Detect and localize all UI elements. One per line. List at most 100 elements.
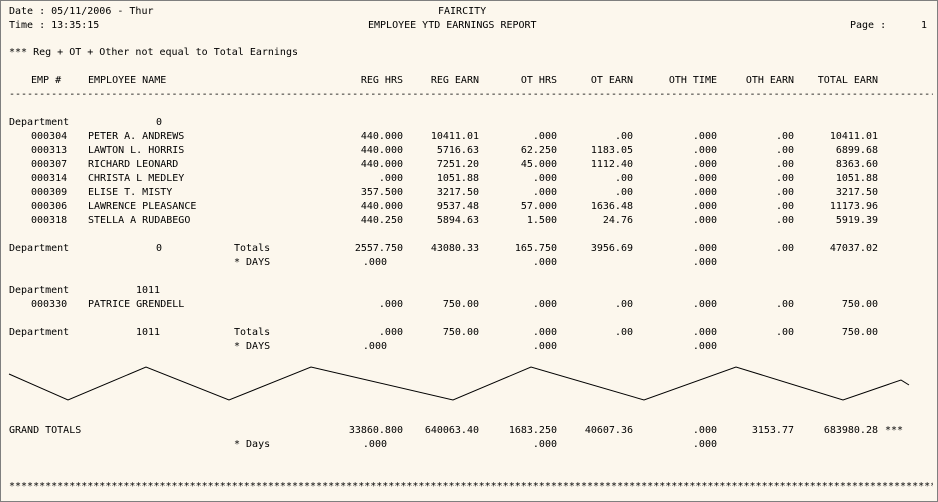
ot-hrs-cell: .000 [532,173,557,184]
employee-number: 000313 [31,145,68,156]
reg-earn-cell: 750.00 [442,299,479,310]
total-reg-hrs: .000 [378,327,403,338]
days-label: * Days [234,439,271,450]
ot-hrs-cell: .000 [532,299,557,310]
col-ot-earn: OT EARN [590,75,633,86]
oth-time-cell: .000 [692,299,717,310]
ot-hrs-cell: 45.000 [520,159,557,170]
col-name: EMPLOYEE NAME [88,75,167,86]
total-earn: 750.00 [841,327,878,338]
oth-earn-cell: .00 [775,173,794,184]
grand-totals-label: GRAND TOTALS [9,425,82,436]
reg-hrs-cell: 357.500 [360,187,403,198]
days-oth-time: .000 [692,341,717,352]
total-earn-cell: 8363.60 [835,159,878,170]
employee-name: ELISE T. MISTY [88,187,173,198]
department-number: 0 [156,117,163,128]
total-ot-hrs: 165.750 [514,243,557,254]
ot-hrs-cell: .000 [532,131,557,142]
oth-time-cell: .000 [692,187,717,198]
col-reg-earn: REG EARN [430,75,479,86]
employee-number: 000306 [31,201,68,212]
total-ot-earn: .00 [614,327,633,338]
oth-earn-cell: .00 [775,131,794,142]
report-title: EMPLOYEE YTD EARNINGS REPORT [368,20,537,31]
total-oth-earn: .00 [775,243,794,254]
grand-reg-earn: 640063.40 [424,425,479,436]
total-earn-cell: 10411.01 [829,131,878,142]
days-oth-time: .000 [692,257,717,268]
days-reg-hrs: .000 [362,257,387,268]
ot-hrs-cell: 1.500 [526,215,557,226]
reg-hrs-cell: 440.000 [360,159,403,170]
reg-hrs-cell: .000 [378,299,403,310]
company-name: FAIRCITY [438,6,487,17]
reg-hrs-cell: 440.000 [360,145,403,156]
days-label: * DAYS [234,257,271,268]
ot-hrs-cell: .000 [532,187,557,198]
reg-earn-cell: 7251.20 [436,159,479,170]
reg-earn-cell: 1051.88 [436,173,479,184]
oth-time-cell: .000 [692,173,717,184]
department-label: Department [9,243,70,254]
total-earn-cell: 750.00 [841,299,878,310]
col-reg-hrs: REG HRS [360,75,403,86]
employee-name: LAWTON L. HORRIS [88,145,185,156]
col-emp: EMP # [31,75,62,86]
oth-time-cell: .000 [692,201,717,212]
reg-earn-cell: 5716.63 [436,145,479,156]
total-ot-earn: 3956.69 [590,243,633,254]
department-number: 1011 [136,327,161,338]
department-number: 1011 [136,285,161,296]
employee-name: PETER A. ANDREWS [88,131,185,142]
oth-time-cell: .000 [692,131,717,142]
days-ot-hrs: .000 [532,257,557,268]
oth-time-cell: .000 [692,145,717,156]
ot-earn-cell: 24.76 [602,215,633,226]
col-oth-earn: OTH EARN [745,75,794,86]
oth-earn-cell: .00 [775,215,794,226]
department-label: Department [9,327,70,338]
days-reg-hrs: .000 [362,439,387,450]
department-label: Department [9,285,70,296]
ot-earn-cell: 1183.05 [590,145,633,156]
employee-name: RICHARD LEONARD [88,159,179,170]
oth-time-cell: .000 [692,215,717,226]
reg-hrs-cell: 440.000 [360,201,403,212]
totals-label: Totals [234,243,271,254]
total-earn-cell: 5919.39 [835,215,878,226]
col-oth-time: OTH TIME [668,75,717,86]
total-earn-cell: 3217.50 [835,187,878,198]
grand-ot-hrs: 1683.250 [508,425,557,436]
totals-label: Totals [234,327,271,338]
employee-number: 000318 [31,215,68,226]
ot-hrs-cell: 57.000 [520,201,557,212]
days-ot-hrs: .000 [532,439,557,450]
total-oth-time: .000 [692,243,717,254]
reg-hrs-cell: 440.250 [360,215,403,226]
total-earn: 47037.02 [829,243,878,254]
reg-hrs-cell: .000 [378,173,403,184]
total-earn-cell: 6899.68 [835,145,878,156]
total-reg-hrs: 2557.750 [354,243,403,254]
reg-earn-cell: 10411.01 [430,131,479,142]
grand-oth-time: .000 [692,425,717,436]
dash-separator: ----------------------------------------… [9,89,933,100]
employee-number: 000304 [31,131,68,142]
report-time: Time : 13:35:15 [9,20,100,31]
employee-number: 000307 [31,159,68,170]
ot-hrs-cell: 62.250 [520,145,557,156]
grand-total-earn: 683980.28 [823,425,878,436]
department-label: Department [9,117,70,128]
ot-earn-cell: 1112.40 [590,159,633,170]
oth-earn-cell: .00 [775,201,794,212]
report-note: *** Reg + OT + Other not equal to Total … [9,47,298,58]
ot-earn-cell: .00 [614,131,633,142]
grand-reg-hrs: 33860.800 [348,425,403,436]
employee-number: 000309 [31,187,68,198]
mismatch-flag: *** [885,425,904,436]
oth-time-cell: .000 [692,159,717,170]
total-reg-earn: 43080.33 [430,243,479,254]
